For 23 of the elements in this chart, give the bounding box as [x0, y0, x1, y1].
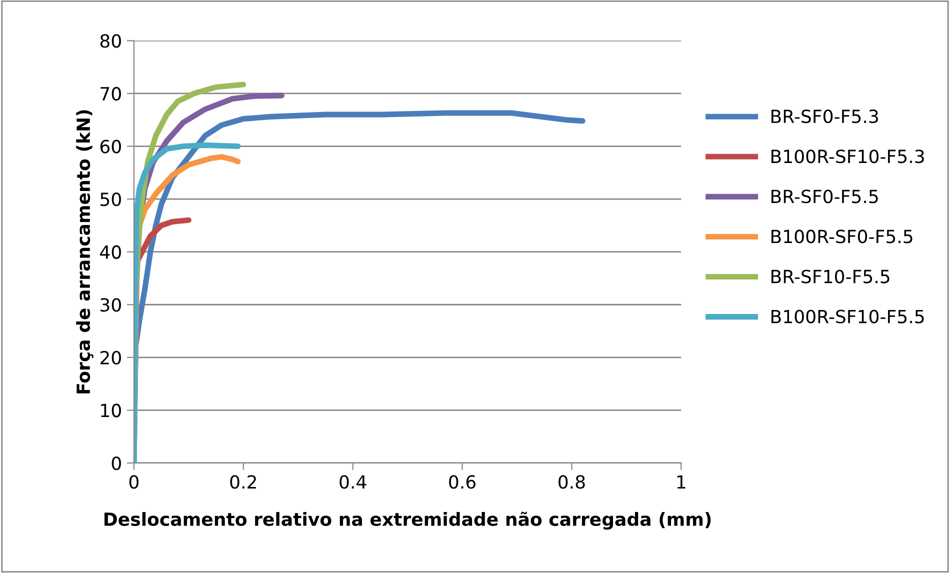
y-tick-label: 20 [100, 350, 121, 365]
legend-label: BR-SF0-F5.3 [772, 110, 878, 124]
x-tick-label: 0.2 [230, 475, 256, 489]
y-tick-label: 40 [100, 245, 121, 259]
x-tick-label: 0.4 [340, 475, 366, 489]
x-tick-label: 1 [677, 475, 686, 489]
legend-label: B100R-SF10-F5.5 [772, 310, 924, 324]
y-tick-label: 60 [100, 140, 121, 154]
y-tick-label: 80 [100, 34, 121, 48]
y-axis-title: Força de arrancamento (kN) [76, 110, 94, 394]
x-tick-label: 0.8 [558, 475, 585, 489]
y-tick-label: 10 [101, 404, 121, 418]
y-tick-label: 30 [100, 298, 121, 312]
x-axis-title: Deslocamento relativo na extremidade não carregada (mm) [104, 512, 711, 530]
legend-label: BR-SF10-F5.5 [772, 270, 890, 284]
x-tick-label: 0.6 [449, 475, 476, 489]
legend-label: B100R-SF0-F5.5 [772, 230, 912, 244]
legend-label: B100R-SF10-F5.3 [772, 150, 924, 164]
x-tick-label: 0 [129, 475, 138, 489]
y-tick-label: 50 [100, 192, 121, 206]
y-tick-label: 0 [112, 456, 121, 470]
legend-label: BR-SF0-F5.5 [772, 190, 878, 204]
y-tick-label: 70 [100, 86, 121, 101]
